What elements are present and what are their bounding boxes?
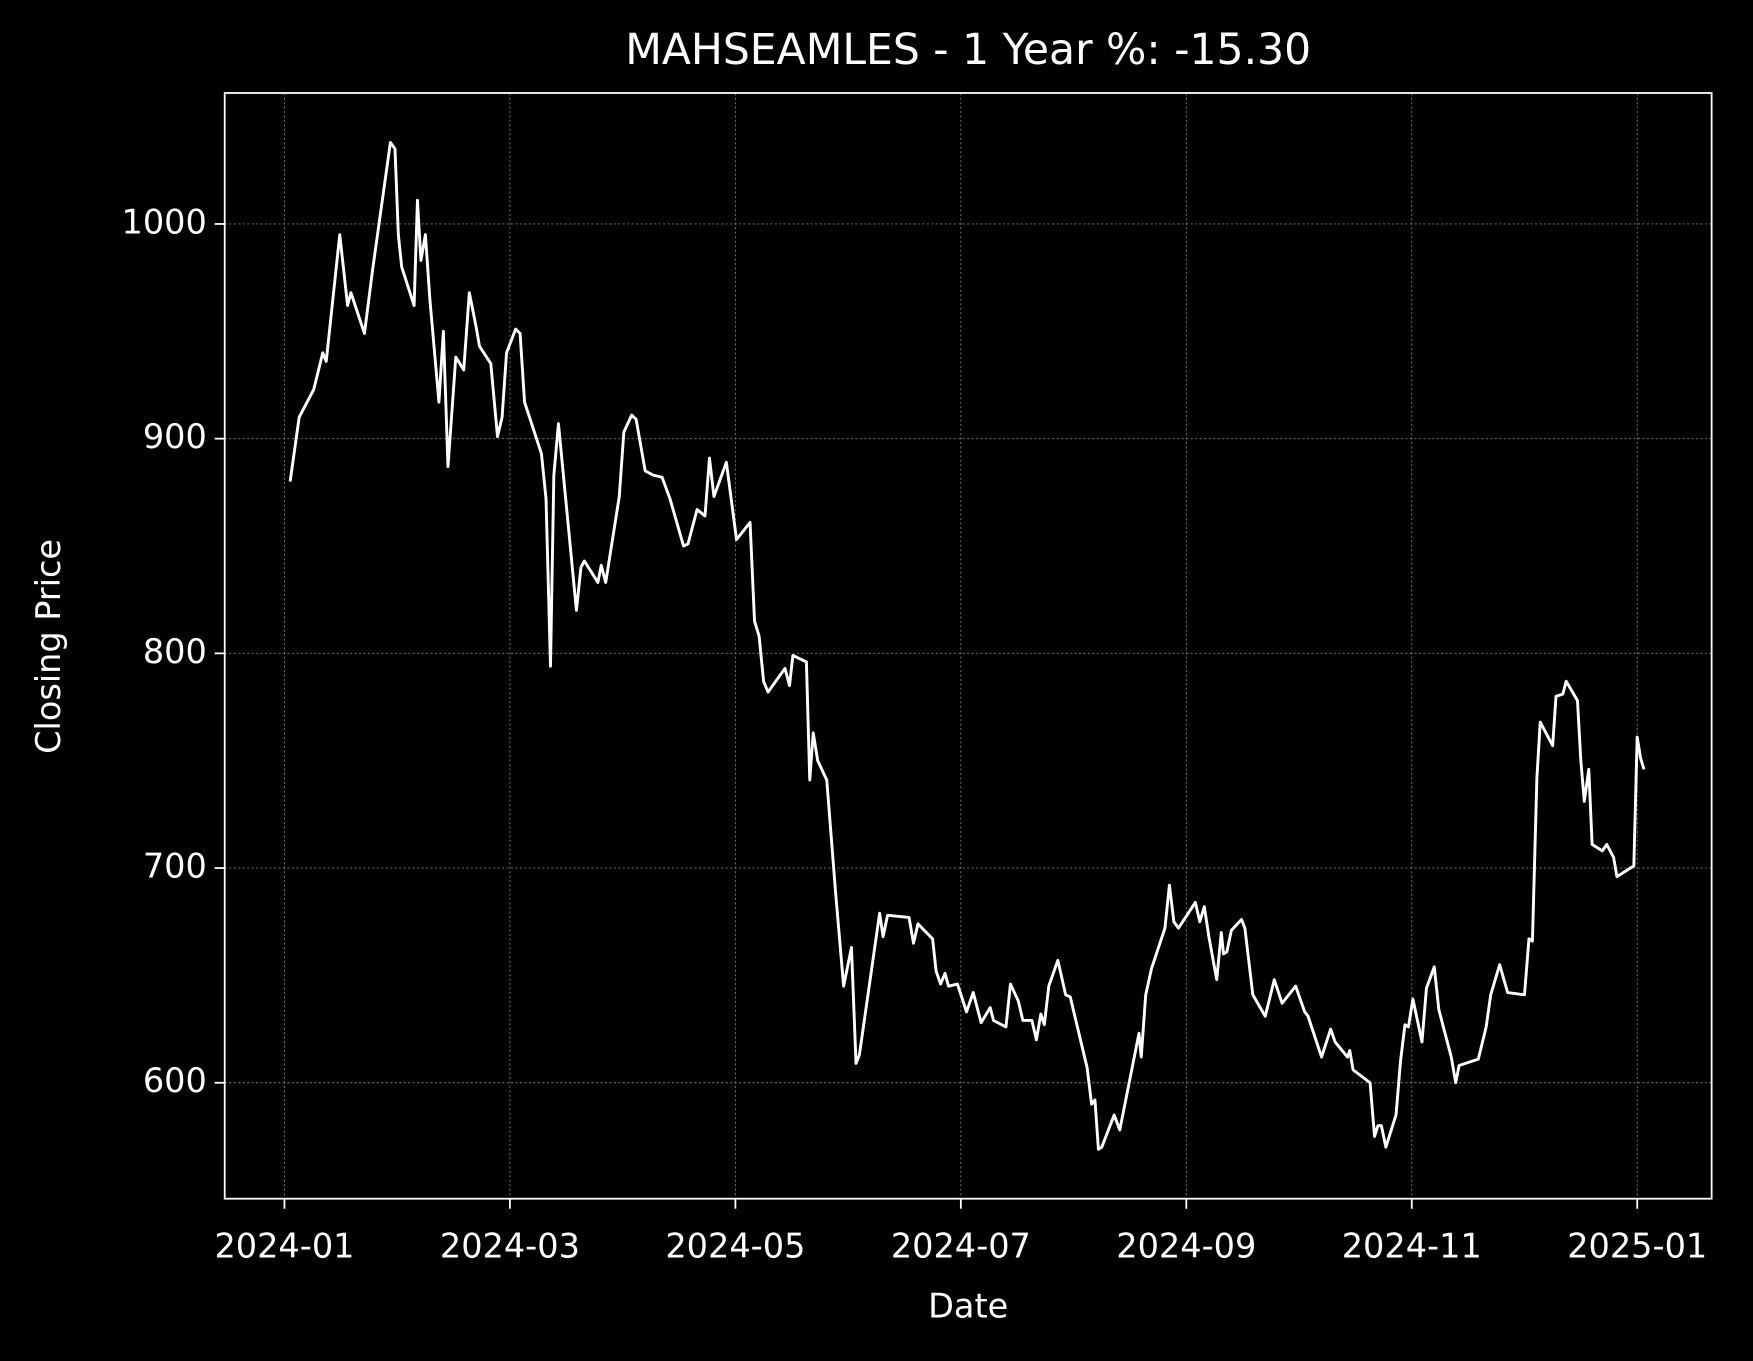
x-tick-label: 2024-11 (1342, 1226, 1482, 1265)
y-tick-label: 800 (143, 632, 207, 671)
x-tick-label: 2025-01 (1567, 1226, 1707, 1265)
x-tick-label: 2024-07 (891, 1226, 1031, 1265)
y-tick-label: 700 (143, 847, 207, 886)
x-tick-label: 2024-01 (214, 1226, 354, 1265)
y-tick-label: 1000 (122, 202, 207, 241)
y-tick-label: 600 (143, 1061, 207, 1100)
x-tick-label: 2024-05 (665, 1226, 805, 1265)
y-tick-label: 900 (143, 417, 207, 456)
plot-frame (223, 92, 1713, 1200)
price-line (288, 140, 1646, 1151)
x-tick-label: 2024-09 (1116, 1226, 1256, 1265)
y-axis-label: Closing Price (29, 539, 68, 754)
x-axis-label: Date (928, 1287, 1008, 1326)
chart-title: MAHSEAMLES - 1 Year %: -15.30 (625, 26, 1311, 75)
x-tick-label: 2024-03 (440, 1226, 580, 1265)
